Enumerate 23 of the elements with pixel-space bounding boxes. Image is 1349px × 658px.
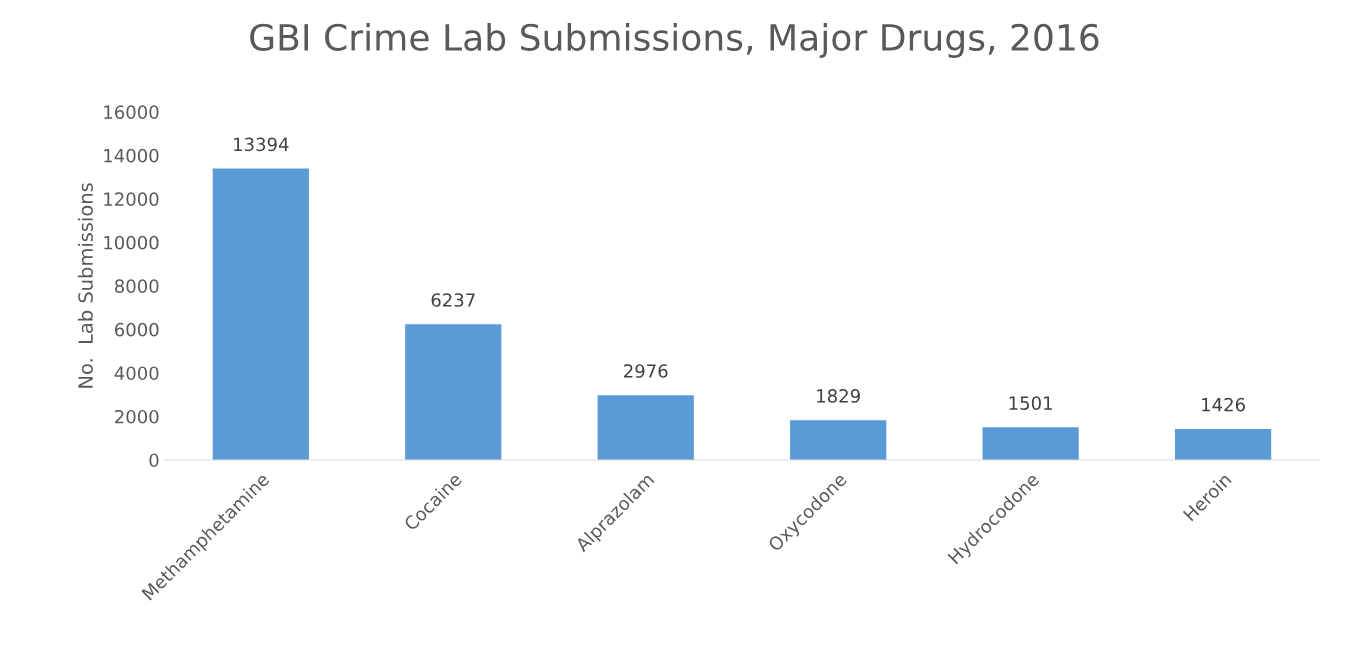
y-axis-title: No. Lab Submissions — [77, 183, 93, 388]
y-tick-label: 14000 — [104, 148, 159, 163]
data-label: 1426 — [1202, 397, 1245, 412]
bar — [212, 168, 309, 460]
data-label: 13394 — [234, 137, 289, 152]
data-label: 6237 — [431, 293, 475, 307]
data-label: 1829 — [817, 389, 860, 403]
data-label: 2976 — [624, 364, 668, 378]
bar — [405, 324, 502, 460]
y-tick-label: 12000 — [104, 192, 159, 206]
bar — [982, 427, 1079, 460]
y-tick-label: 4000 — [114, 366, 159, 381]
bar — [790, 420, 887, 460]
bar — [1174, 428, 1272, 460]
bar — [597, 395, 694, 460]
y-tick-label: 0 — [149, 453, 159, 468]
chart-title: GBI Crime Lab Submissions, Major Drugs, 2016 — [250, 23, 1099, 58]
y-tick-label: 8000 — [114, 279, 159, 294]
y-tick-label: 2000 — [115, 409, 159, 424]
y-tick-label: 16000 — [104, 105, 159, 119]
y-tick-label: 10000 — [104, 235, 159, 250]
data-label: 1501 — [1009, 396, 1052, 410]
y-tick-label: 6000 — [115, 322, 159, 337]
